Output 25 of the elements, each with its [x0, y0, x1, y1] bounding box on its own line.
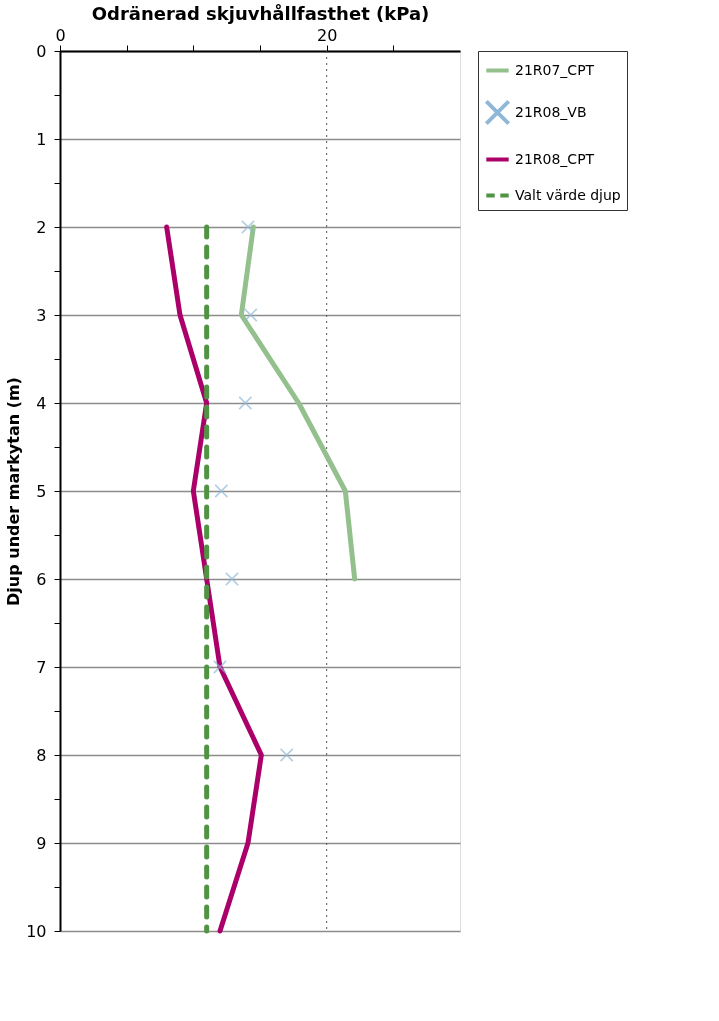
x-tick-label: 20: [316, 25, 338, 45]
point: [225, 572, 239, 586]
y-tick-label: 0: [36, 41, 47, 61]
point: [238, 396, 253, 410]
y-tick-label: 1: [36, 129, 47, 149]
y-tick-label: 6: [36, 569, 47, 589]
legend-label: 21R07_CPT: [515, 61, 595, 78]
y-tick-label: 4: [36, 393, 47, 413]
legend-label: 21R08_CPT: [515, 150, 595, 167]
y-tick-label: 9: [36, 833, 47, 853]
y-tick-label: 5: [36, 481, 47, 501]
chart-title: Odränerad skjuvhållfasthet (kPa): [91, 2, 430, 24]
point: [241, 220, 255, 234]
y-tick-label: 2: [36, 217, 47, 237]
legend-label: 21R08_VB: [515, 103, 587, 120]
y-tick-label: 3: [36, 305, 47, 325]
point: [213, 660, 227, 674]
point: [214, 484, 229, 498]
y-axis-title: Djup under markytan (m): [4, 377, 24, 606]
y-tick-label: 10: [26, 921, 47, 941]
point: [279, 748, 294, 762]
y-tick-label: 7: [36, 657, 47, 677]
y-tick-label: 8: [36, 745, 47, 765]
legend-label: Valt värde djup: [515, 186, 621, 203]
point: [243, 308, 258, 322]
